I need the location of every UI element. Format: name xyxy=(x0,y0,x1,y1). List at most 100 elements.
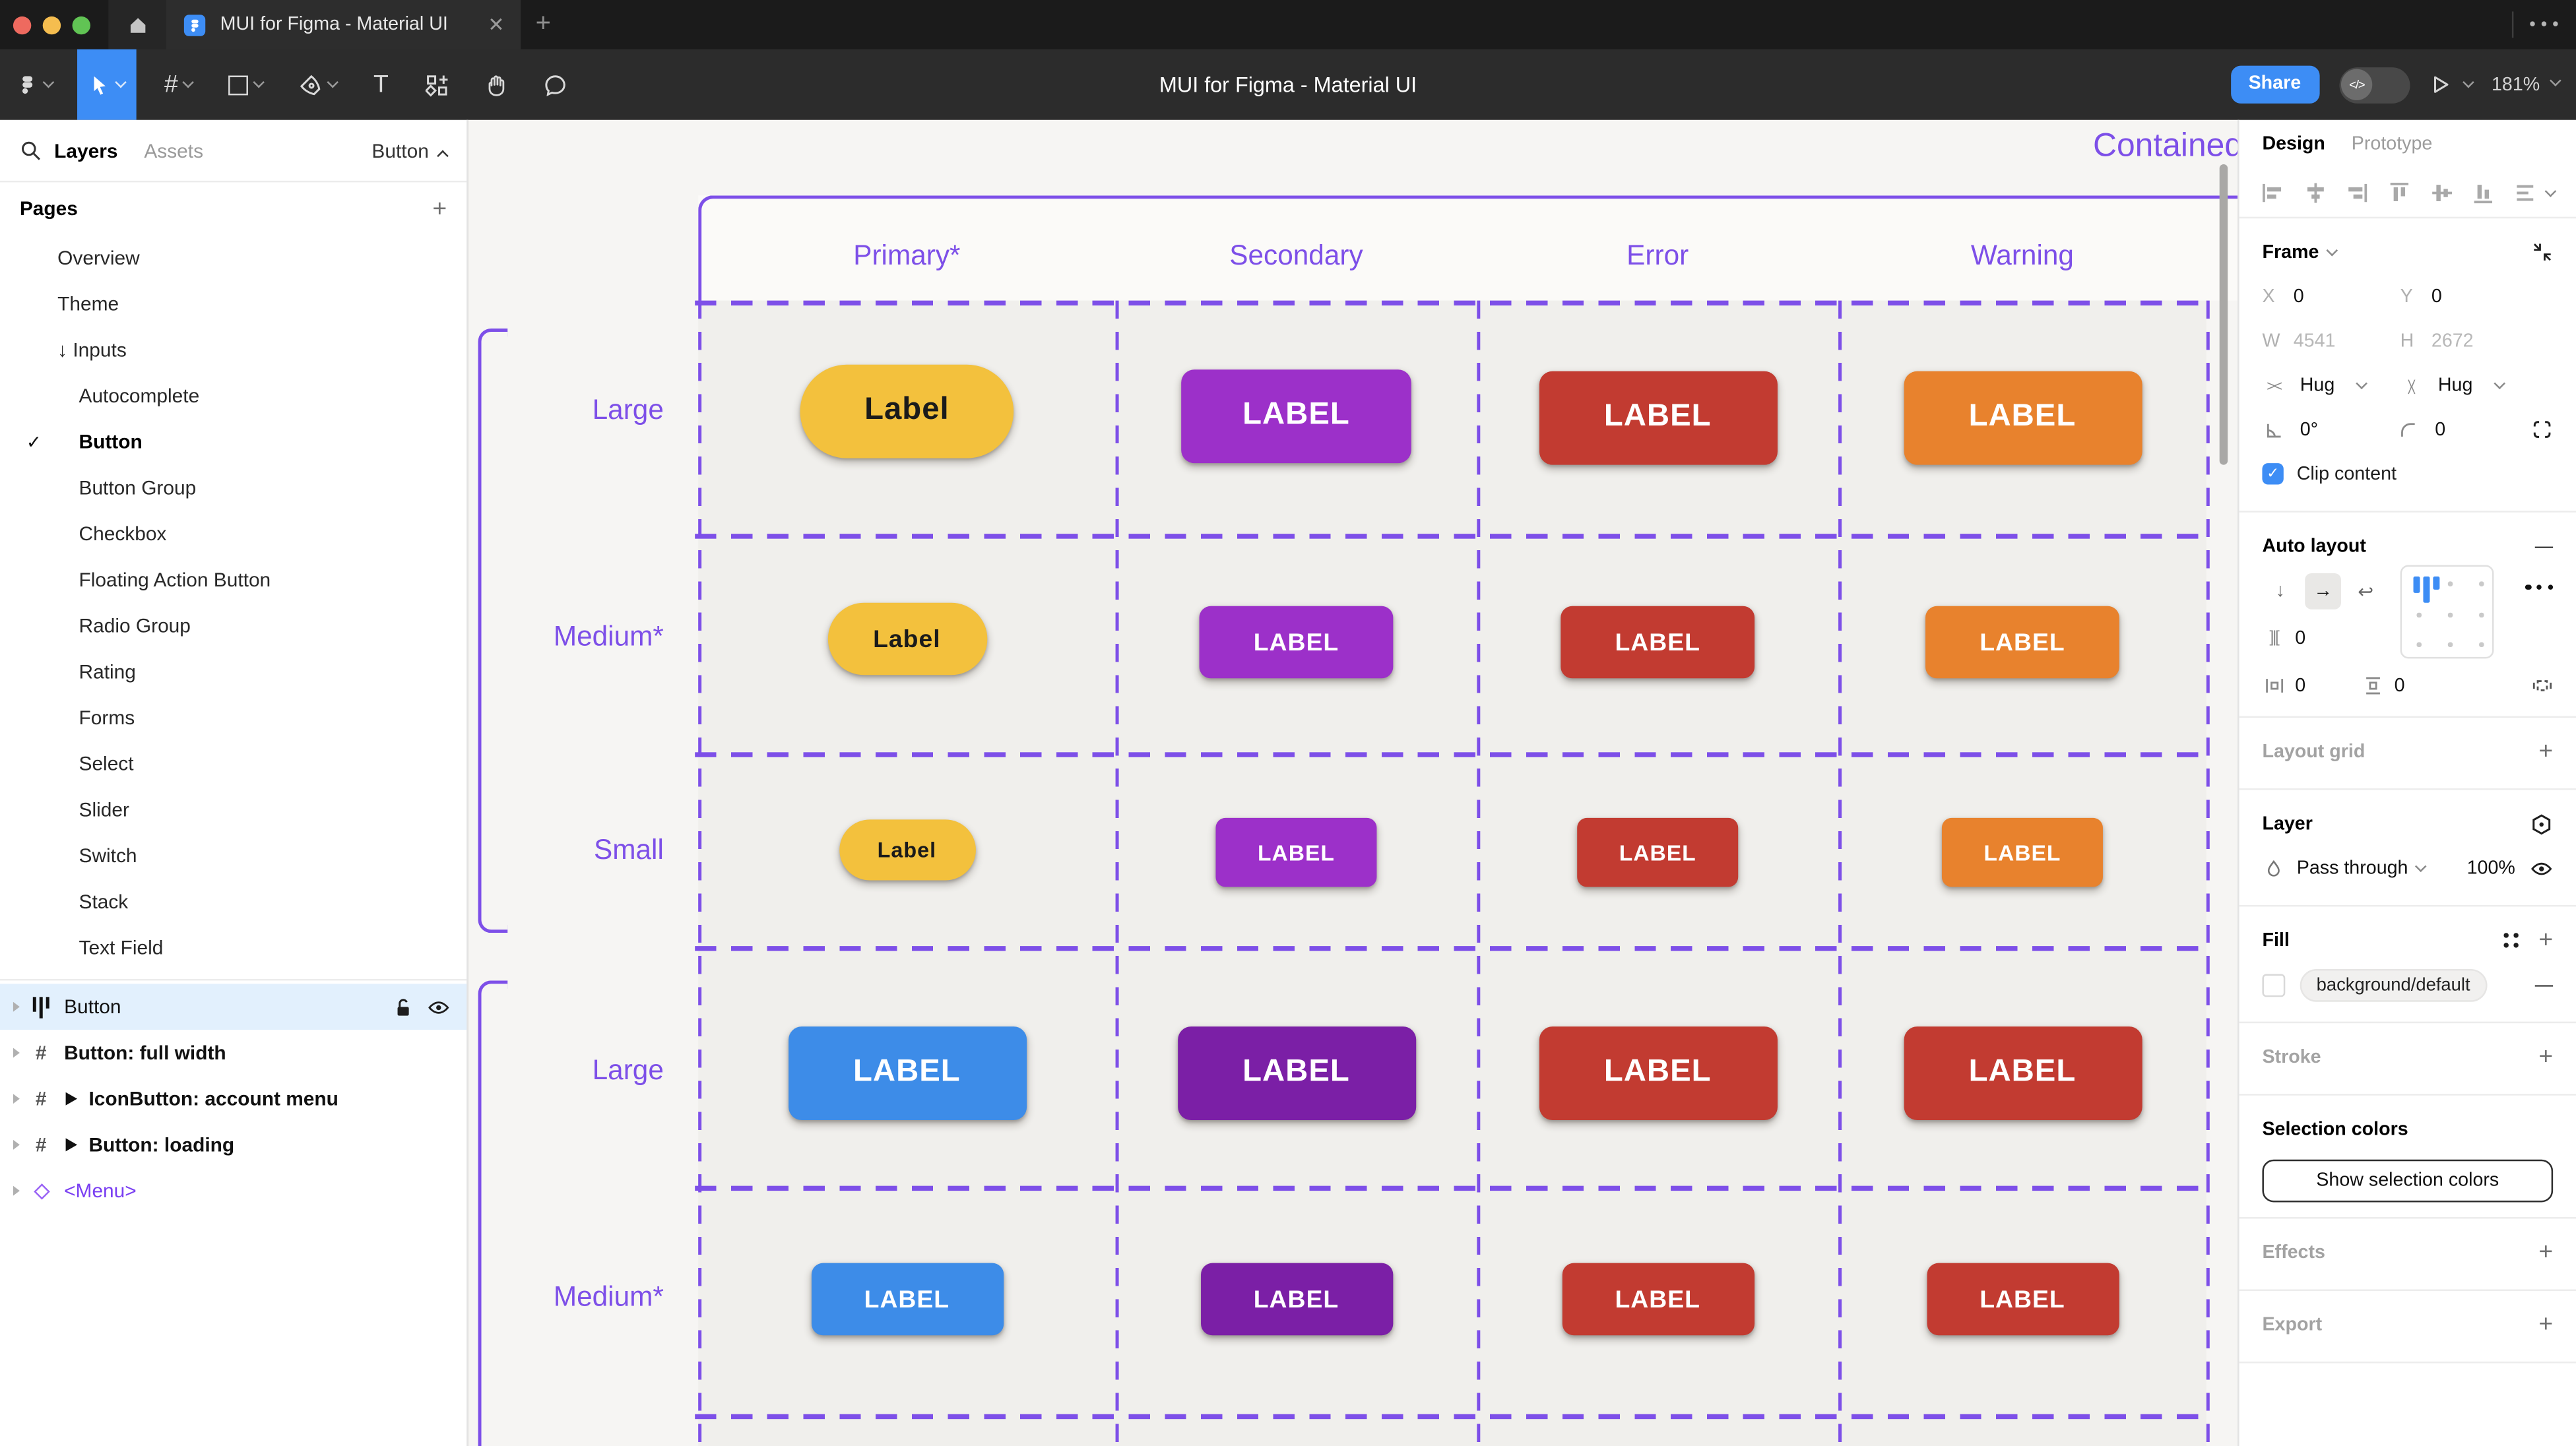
sidebar-page-item[interactable]: Floating Action Button xyxy=(0,557,467,603)
mui-button[interactable]: LABEL xyxy=(1577,817,1739,887)
auto-layout-options-button[interactable] xyxy=(2525,584,2554,590)
frame-title[interactable]: Contained xyxy=(2093,128,2238,164)
sidebar-page-item[interactable]: Theme xyxy=(0,281,467,327)
rotation-value[interactable]: 0° xyxy=(2300,420,2319,440)
main-menu-button[interactable] xyxy=(0,49,64,120)
mui-button[interactable]: LABEL xyxy=(1941,817,2103,887)
align-bottom-icon[interactable] xyxy=(2471,181,2496,205)
file-tab[interactable]: MUI for Figma - Material UI ✕ xyxy=(166,0,521,49)
frame-section-title[interactable]: Frame xyxy=(2262,242,2319,263)
sidebar-page-item[interactable]: Forms xyxy=(0,695,467,741)
mui-button[interactable]: LABEL xyxy=(1215,817,1377,887)
align-v-center-icon[interactable] xyxy=(2429,181,2453,205)
shape-tool-button[interactable] xyxy=(218,49,275,120)
fill-token[interactable]: background/default xyxy=(2300,968,2487,1001)
mui-button[interactable]: LABEL xyxy=(1925,606,2119,679)
home-tab[interactable] xyxy=(108,0,166,49)
dev-mode-toggle[interactable]: </> xyxy=(2338,66,2410,103)
layout-vertical-button[interactable]: ↓ xyxy=(2275,581,2286,601)
zoom-level-control[interactable]: 181% xyxy=(2492,75,2561,94)
sidebar-page-item[interactable]: Select xyxy=(0,741,467,787)
sidebar-page-item[interactable]: Radio Group xyxy=(0,603,467,649)
mui-button[interactable]: Label xyxy=(839,819,975,880)
layer-row[interactable]: # Button: full width xyxy=(0,1030,467,1076)
close-window-button[interactable] xyxy=(13,15,32,34)
vertical-padding-value[interactable]: 0 xyxy=(2394,676,2405,696)
tab-design[interactable]: Design xyxy=(2262,135,2325,155)
mui-button[interactable]: Label xyxy=(827,602,987,676)
expand-chevron-icon[interactable] xyxy=(13,1094,20,1104)
show-selection-colors-button[interactable]: Show selection colors xyxy=(2262,1159,2554,1203)
canvas-scrollbar[interactable] xyxy=(2219,164,2228,465)
align-left-icon[interactable] xyxy=(2261,181,2285,205)
expand-chevron-icon[interactable] xyxy=(13,1139,20,1150)
fill-color-swatch[interactable] xyxy=(2262,973,2286,997)
layer-row[interactable]: # IconButton: account menu xyxy=(0,1076,467,1122)
tab-prototype[interactable]: Prototype xyxy=(2351,135,2433,155)
mui-button[interactable]: LABEL xyxy=(1903,370,2142,464)
layer-row[interactable]: # Button: loading xyxy=(0,1122,467,1168)
move-tool-button[interactable] xyxy=(77,49,137,120)
align-h-center-icon[interactable] xyxy=(2303,181,2327,205)
height-value[interactable]: 2672 xyxy=(2431,330,2474,351)
pen-tool-button[interactable] xyxy=(288,49,349,120)
add-fill-button[interactable]: + xyxy=(2538,926,2554,955)
close-tab-icon[interactable]: ✕ xyxy=(488,13,505,36)
distribute-menu-button[interactable] xyxy=(2513,181,2557,205)
hand-tool-button[interactable] xyxy=(472,49,519,120)
layout-horizontal-button[interactable]: → xyxy=(2305,572,2341,609)
hug-vertical-value[interactable]: Hug xyxy=(2437,375,2473,395)
sidebar-page-item[interactable]: Button Group xyxy=(0,465,467,511)
align-right-icon[interactable] xyxy=(2345,181,2369,205)
blend-mode-value[interactable]: Pass through xyxy=(2296,858,2408,878)
new-tab-button[interactable]: + xyxy=(535,9,551,38)
independent-padding-icon[interactable] xyxy=(2532,675,2553,696)
y-value[interactable]: 0 xyxy=(2431,286,2442,307)
maximize-window-button[interactable] xyxy=(72,15,90,34)
mui-button[interactable]: LABEL xyxy=(810,1263,1004,1336)
layout-wrap-button[interactable]: ↩ xyxy=(2358,582,2374,602)
expand-chevron-icon[interactable] xyxy=(13,1185,20,1196)
mui-button[interactable]: LABEL xyxy=(1561,1263,1754,1336)
alignment-grid[interactable] xyxy=(2400,565,2494,659)
corner-radius-value[interactable]: 0 xyxy=(2435,420,2446,440)
add-effect-button[interactable]: + xyxy=(2538,1238,2554,1267)
tab-layers[interactable]: Layers xyxy=(54,139,118,162)
width-value[interactable]: 4541 xyxy=(2293,330,2336,351)
resources-tool-button[interactable] xyxy=(413,49,459,120)
sidebar-page-item[interactable]: Overview xyxy=(0,235,467,281)
gap-value[interactable]: 0 xyxy=(2295,628,2306,648)
tab-assets[interactable]: Assets xyxy=(144,139,204,162)
mui-button[interactable]: LABEL xyxy=(1176,1025,1415,1119)
independent-corners-icon[interactable] xyxy=(2532,419,2553,440)
x-value[interactable]: 0 xyxy=(2293,286,2304,307)
search-icon[interactable] xyxy=(20,140,41,161)
sidebar-page-item[interactable]: Switch xyxy=(0,833,467,879)
add-page-button[interactable]: + xyxy=(432,195,447,223)
remove-fill-button[interactable]: — xyxy=(2534,974,2554,995)
expand-chevron-icon[interactable] xyxy=(13,1001,20,1012)
expand-chevron-icon[interactable] xyxy=(13,1048,20,1058)
tab-overflow-menu[interactable] xyxy=(2530,21,2558,26)
horizontal-padding-value[interactable]: 0 xyxy=(2295,676,2306,696)
frame-tool-button[interactable]: # xyxy=(153,49,205,120)
sidebar-page-item[interactable]: Text Field xyxy=(0,925,467,971)
page-dropdown[interactable]: Button xyxy=(371,139,449,162)
share-button[interactable]: Share xyxy=(2230,65,2319,104)
sidebar-page-item[interactable]: Stack xyxy=(0,879,467,925)
sidebar-page-item[interactable]: Rating xyxy=(0,648,467,695)
opacity-value[interactable]: 100% xyxy=(2466,858,2515,878)
mui-button[interactable]: Label xyxy=(800,363,1014,458)
collapse-icon[interactable] xyxy=(2532,241,2553,263)
layer-row[interactable]: <Menu> xyxy=(0,1168,467,1214)
sidebar-page-item[interactable]: ↓ Inputs xyxy=(0,327,467,373)
sidebar-page-item[interactable]: Autocomplete xyxy=(0,373,467,419)
text-tool-button[interactable]: T xyxy=(362,49,401,120)
present-button[interactable] xyxy=(2429,74,2474,95)
unlock-icon[interactable] xyxy=(393,996,412,1017)
eye-icon[interactable] xyxy=(427,996,450,1017)
mui-button[interactable]: LABEL xyxy=(1561,606,1755,679)
sidebar-page-item[interactable]: ✓ Button xyxy=(0,419,467,465)
mui-button[interactable]: LABEL xyxy=(1181,368,1411,462)
eye-icon[interactable] xyxy=(2530,856,2553,879)
